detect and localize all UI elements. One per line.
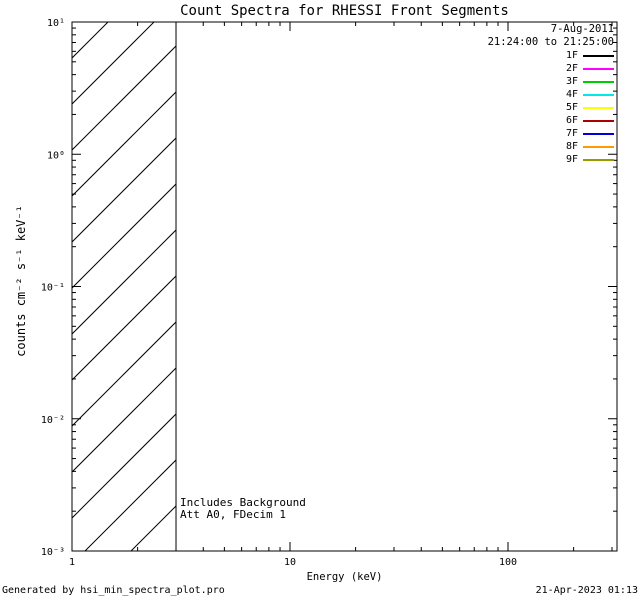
legend-entry: 6F	[488, 114, 614, 127]
legend-label: 1F	[565, 50, 578, 61]
y-tick-label: 10⁻³	[41, 547, 65, 558]
legend-entry: 5F	[488, 101, 614, 114]
legend-entry: 8F	[488, 140, 614, 153]
y-tick-label: 10⁻¹	[41, 283, 65, 294]
generated-by-text: Generated by hsi_min_spectra_plot.pro	[2, 585, 225, 596]
legend-color-line	[583, 54, 614, 57]
legend-color-line	[583, 80, 614, 83]
x-tick-label: 10	[284, 557, 296, 568]
legend-color-line	[583, 106, 614, 109]
chart-title: Count Spectra for RHESSI Front Segments	[180, 3, 509, 19]
legend-color-line	[583, 93, 614, 96]
axes-box	[71, 21, 618, 552]
legend-color-line	[583, 132, 614, 135]
legend-label: 4F	[565, 89, 578, 100]
legend-label: 8F	[565, 141, 578, 152]
legend-entries: 1F 2F 3F 4F 5F 6F 7F 8F 9F	[488, 49, 614, 166]
legend-color-line	[583, 119, 614, 122]
legend-label: 7F	[565, 128, 578, 139]
legend-label: 2F	[565, 63, 578, 74]
generation-timestamp: 21-Apr-2023 01:13	[535, 585, 638, 596]
legend-label: 9F	[565, 154, 578, 165]
annotation-includes-background: Includes Background	[180, 496, 306, 509]
y-tick-label: 10⁻²	[41, 415, 65, 426]
legend-label: 3F	[565, 76, 578, 87]
y-axis-label: counts cm⁻² s⁻¹ keV⁻¹	[14, 205, 28, 357]
legend-entry: 7F	[488, 127, 614, 140]
legend-time-range: 21:24:00 to 21:25:00	[487, 36, 614, 48]
legend: 7-Aug-2011 21:24:00 to 21:25:00 1F 2F 3F 4F…	[488, 23, 614, 166]
x-tick-label: 100	[499, 557, 517, 568]
legend-entry: 1F	[488, 49, 614, 62]
hatched-region	[72, 22, 177, 551]
legend-entry: 3F	[488, 75, 614, 88]
legend-entry: 2F	[488, 62, 614, 75]
x-tick-label: 1	[69, 557, 75, 568]
legend-entry: 9F	[488, 153, 614, 166]
x-axis-label: Energy (keV)	[306, 571, 383, 583]
legend-label: 6F	[565, 115, 578, 126]
y-tick-label: 10¹	[47, 18, 65, 29]
legend-entry: 4F	[488, 88, 614, 101]
plot-annotations: Includes Background Att A0, FDecim 1	[180, 497, 306, 520]
legend-color-line	[583, 158, 614, 161]
legend-color-line	[583, 67, 614, 70]
annotation-attenuator-state: Att A0, FDecim 1	[180, 507, 286, 521]
legend-date: 7-Aug-2011	[550, 23, 614, 35]
y-tick-label: 10⁰	[47, 150, 65, 161]
legend-color-line	[583, 145, 614, 148]
legend-label: 5F	[565, 102, 578, 113]
tick-labels: 1 10 100 10⁻³ 10⁻² 10⁻¹ 10⁰ 10¹	[41, 18, 517, 568]
